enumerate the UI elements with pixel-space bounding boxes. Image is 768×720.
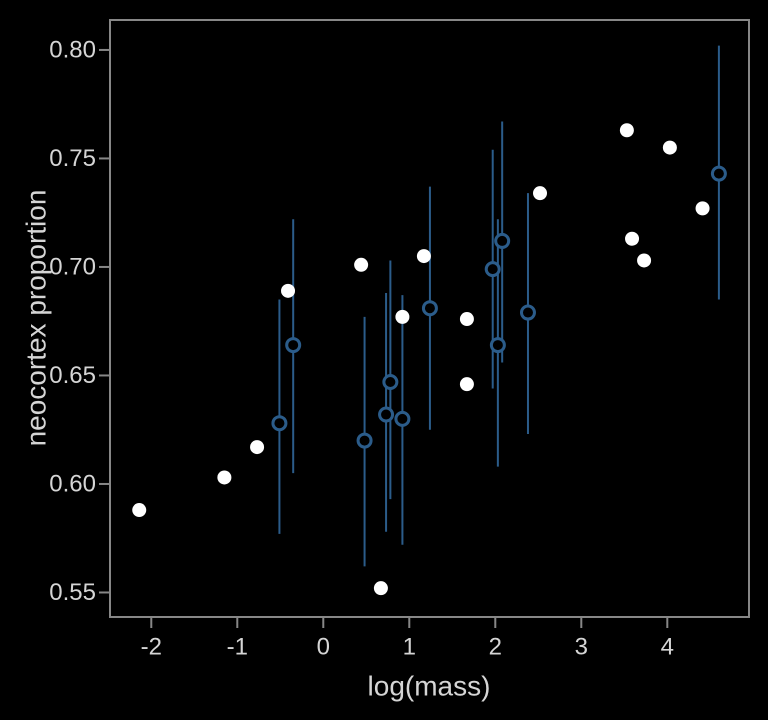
y-tick-label: 0.65: [49, 362, 96, 389]
imputed-points-group: [271, 165, 727, 449]
imputed-data-point: [378, 406, 395, 423]
observed-data-point: [533, 186, 548, 201]
x-axis-ticks: -2 -1 0 1 2 3 4: [141, 617, 674, 661]
observed-data-point: [395, 309, 410, 324]
imputed-data-point: [271, 415, 288, 432]
x-tick-label: 2: [489, 634, 502, 661]
observed-data-point: [459, 377, 474, 392]
observed-data-point: [354, 257, 369, 272]
x-tick-label: 4: [661, 634, 674, 661]
y-axis-ticks: 0.55 0.60 0.65 0.70 0.75 0.80: [49, 36, 110, 606]
imputed-data-point: [285, 337, 302, 354]
x-tick-label: 1: [403, 634, 416, 661]
observed-data-point: [132, 503, 147, 518]
imputed-data-point: [382, 373, 399, 390]
imputed-data-point: [710, 165, 727, 182]
observed-data-point: [373, 581, 388, 596]
imputed-data-point: [484, 261, 501, 278]
plot-panel-border: [109, 19, 750, 618]
x-tick-label: 0: [317, 634, 330, 661]
observed-data-point: [250, 440, 265, 455]
observed-data-point: [217, 470, 232, 485]
observed-data-point: [619, 123, 634, 138]
imputed-data-point: [494, 232, 511, 249]
x-tick-label: 3: [575, 634, 588, 661]
observed-data-point: [637, 253, 652, 268]
observed-data-point: [459, 312, 474, 327]
x-tick-label: -1: [227, 634, 248, 661]
observed-data-point: [281, 283, 296, 298]
imputed-data-point: [421, 300, 438, 317]
x-axis-label: log(mass): [368, 671, 491, 702]
x-tick-label: -2: [141, 634, 162, 661]
imputed-data-point: [394, 410, 411, 427]
y-axis-label: neocortex proportion: [21, 190, 52, 447]
y-tick-label: 0.70: [49, 253, 96, 280]
observed-data-point: [695, 201, 710, 216]
imputed-interval-bars: [278, 45, 720, 567]
y-tick-label: 0.60: [49, 470, 96, 497]
observed-data-point: [625, 231, 640, 246]
imputed-data-point: [356, 432, 373, 449]
observed-points-group: [132, 123, 710, 596]
observed-data-point: [662, 140, 677, 155]
y-tick-label: 0.55: [49, 579, 96, 606]
y-tick-label: 0.75: [49, 145, 96, 172]
y-tick-label: 0.80: [49, 36, 96, 63]
imputed-data-point: [519, 304, 536, 321]
imputed-data-point: [489, 337, 506, 354]
observed-data-point: [416, 249, 431, 264]
